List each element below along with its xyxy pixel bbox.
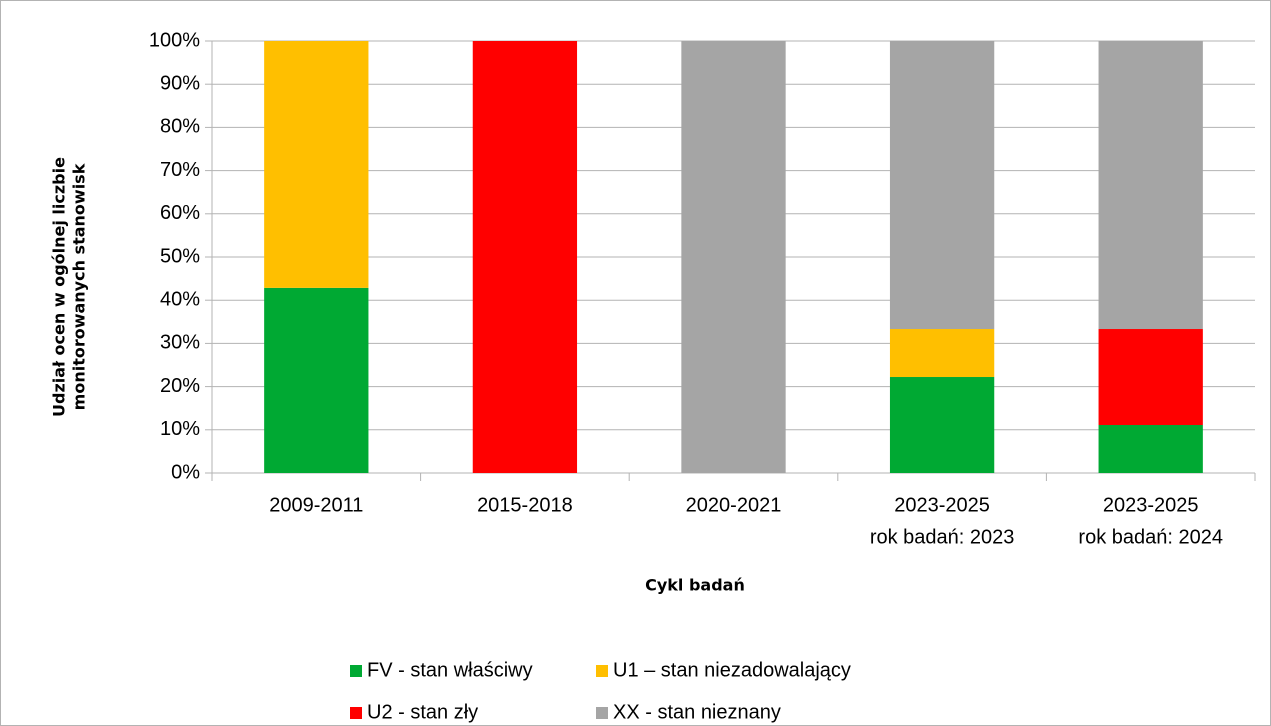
y-tick-label: 80% [160, 116, 200, 138]
y-tick-label: 90% [160, 72, 200, 94]
y-tick-label: 40% [160, 288, 200, 310]
legend-label: FV - stan właściwy [367, 659, 533, 681]
bar-segment [889, 377, 995, 473]
legend-swatch [596, 707, 608, 719]
x-tick-label: 2020-2021 [686, 494, 782, 516]
y-tick-label: 70% [160, 159, 200, 181]
bar-segment [1098, 41, 1203, 330]
bar-segment [889, 329, 995, 378]
y-tick-label: 60% [160, 202, 200, 224]
bar-segment [264, 41, 369, 288]
y-tick-label: 50% [160, 245, 200, 267]
legend-label: U1 – stan niezadowalający [613, 659, 851, 681]
y-tick-label: 0% [171, 461, 200, 483]
y-axis-title-line: Udział ocen w ogólnej liczbie [50, 157, 69, 417]
y-axis-title-line: monitorowanych stanowisk [70, 163, 89, 410]
legend-swatch [596, 665, 608, 677]
legend-swatch [350, 665, 362, 677]
y-tick-label: 20% [160, 375, 200, 397]
y-axis-title: Udział ocen w ogólnej liczbie monitorowa… [50, 157, 89, 417]
bar-segment [1098, 329, 1203, 426]
bar-segment [681, 41, 786, 473]
bar-segment [1098, 425, 1203, 473]
bar-segment [889, 41, 995, 330]
legend-label: XX - stan nieznany [613, 701, 781, 723]
y-tick-label: 100% [149, 29, 200, 51]
legend-swatch [350, 707, 362, 719]
y-tick-label: 10% [160, 418, 200, 440]
legend-label: U2 - stan zły [367, 701, 478, 723]
x-tick-label: rok badań: 2024 [1078, 526, 1223, 548]
x-tick-label: 2023-2025 [894, 494, 990, 516]
x-tick-label: 2009-2011 [269, 494, 363, 516]
bar-segment [264, 287, 369, 473]
y-tick-label: 30% [160, 332, 200, 354]
x-tick-label: 2023-2025 [1103, 494, 1199, 516]
x-tick-label: rok badań: 2023 [870, 526, 1015, 548]
x-tick-label: 2015-2018 [477, 494, 573, 516]
x-axis-title: Cykl badań [645, 576, 745, 595]
bar-segment [472, 41, 578, 473]
